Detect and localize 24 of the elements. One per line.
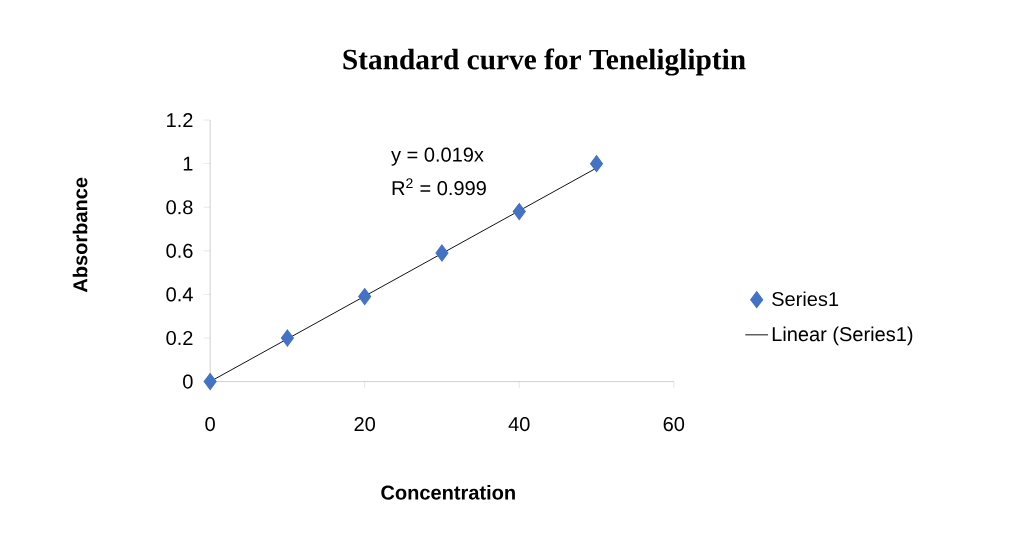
annotation: y = 0.019x xyxy=(391,147,484,166)
point xyxy=(435,244,449,262)
y-tick-label: 1.2 xyxy=(167,113,193,128)
y-tick-label: 0.4 xyxy=(166,287,193,302)
x-tick-label: 20 xyxy=(354,417,376,432)
y-tick-label: 0.2 xyxy=(166,331,193,346)
point xyxy=(512,203,526,221)
point xyxy=(589,155,604,173)
legend-label: Linear (Series1) xyxy=(772,326,913,346)
y-axis-title: Absorbance xyxy=(72,177,88,293)
y-tick-label: 0.8 xyxy=(166,200,193,215)
y-tick-label: 1 xyxy=(183,156,193,171)
point xyxy=(358,288,372,306)
point xyxy=(203,373,217,391)
y-tick-label: 0.6 xyxy=(166,243,193,259)
x-axis-title: Concentration xyxy=(381,485,515,500)
legend-label: Series1 xyxy=(772,291,839,307)
chart-title: Standard curve for Teneligliptin xyxy=(343,48,746,76)
annotation: R$^{2}$ = 0.999 xyxy=(392,178,486,196)
x-tick-label: 60 xyxy=(663,417,685,432)
y-tick-label: 0 xyxy=(183,374,193,389)
x-tick-label: 40 xyxy=(508,417,530,432)
point xyxy=(280,329,294,347)
x-tick-label: 0 xyxy=(205,417,215,432)
